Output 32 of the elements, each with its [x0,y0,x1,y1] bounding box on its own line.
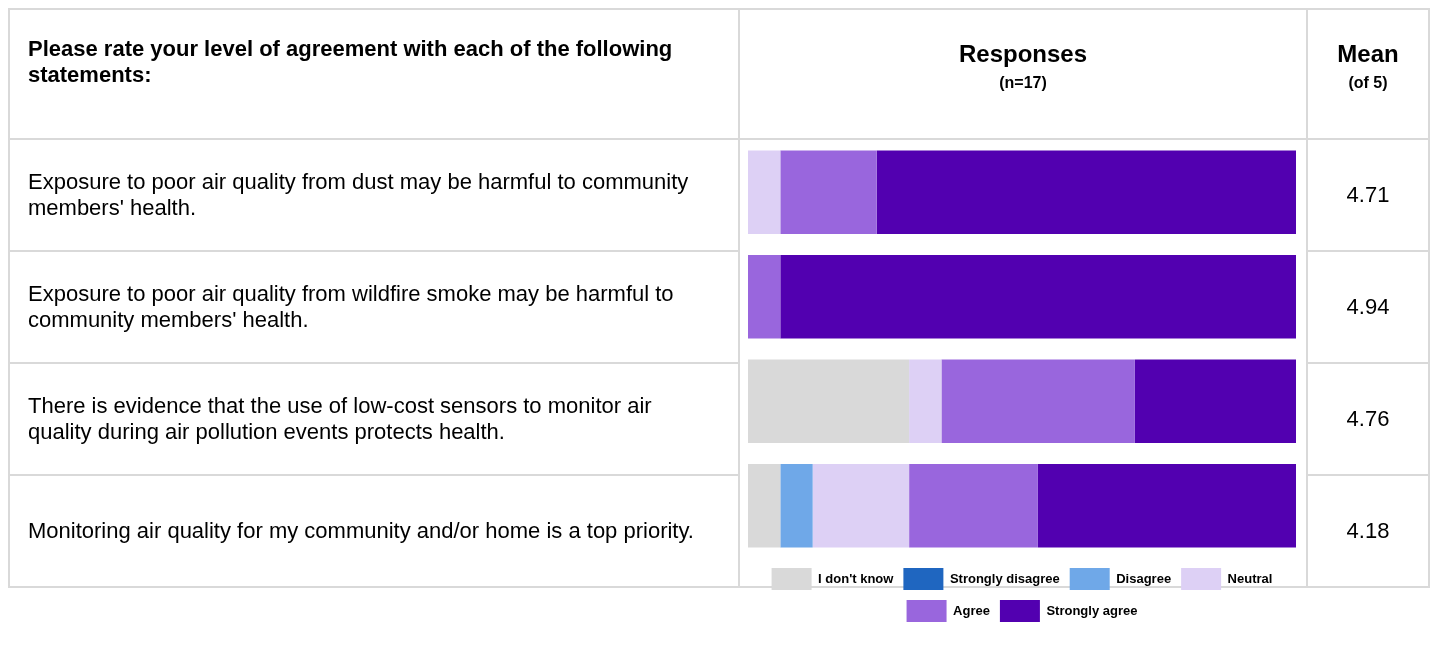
legend-label: Strongly agree [1046,602,1138,618]
bar [748,150,781,235]
y-tick-label: Exposure to poor air quality from wildfire smoke may be harmful to community members' health. [10,252,740,364]
legend-label: Neutral [1227,570,1273,586]
text: 4.76 [1308,364,1430,476]
y-tick-label: There is evidence that the use of low-cost sensors to monitor air quality during air pollution events protects health. [10,364,740,476]
legend-label: Strongly disagree [949,570,1060,586]
bar [1134,359,1296,444]
bar [909,463,1038,548]
bar [748,359,910,444]
bar [941,359,1135,444]
bar [748,254,781,339]
legend-label: I don't know [818,570,895,586]
bar [748,463,781,548]
y-tick-label: Exposure to poor air quality from dust may be harmful to community members' health. [10,140,740,252]
y-axis-title: Please rate your level of agreement with each of the following statements: [10,10,740,140]
chart-subtitle: (n=17) [998,74,1048,92]
chart-title: Responses [957,40,1089,68]
legend-label: Agree [953,602,990,618]
bar [780,150,877,235]
y-tick-label: Monitoring air quality for my community and/or home is a top priority. [10,476,740,588]
text: 4.71 [1308,140,1430,252]
text: 4.94 [1308,252,1430,364]
legend-label: Disagree [1116,570,1172,586]
bar [812,463,910,548]
text: Mean (of 5) [1336,40,1400,92]
bar [909,359,942,444]
bar [780,254,1296,339]
bar [876,150,1296,235]
bar [1037,463,1296,548]
bar [780,463,813,548]
text: 4.18 [1308,476,1430,588]
